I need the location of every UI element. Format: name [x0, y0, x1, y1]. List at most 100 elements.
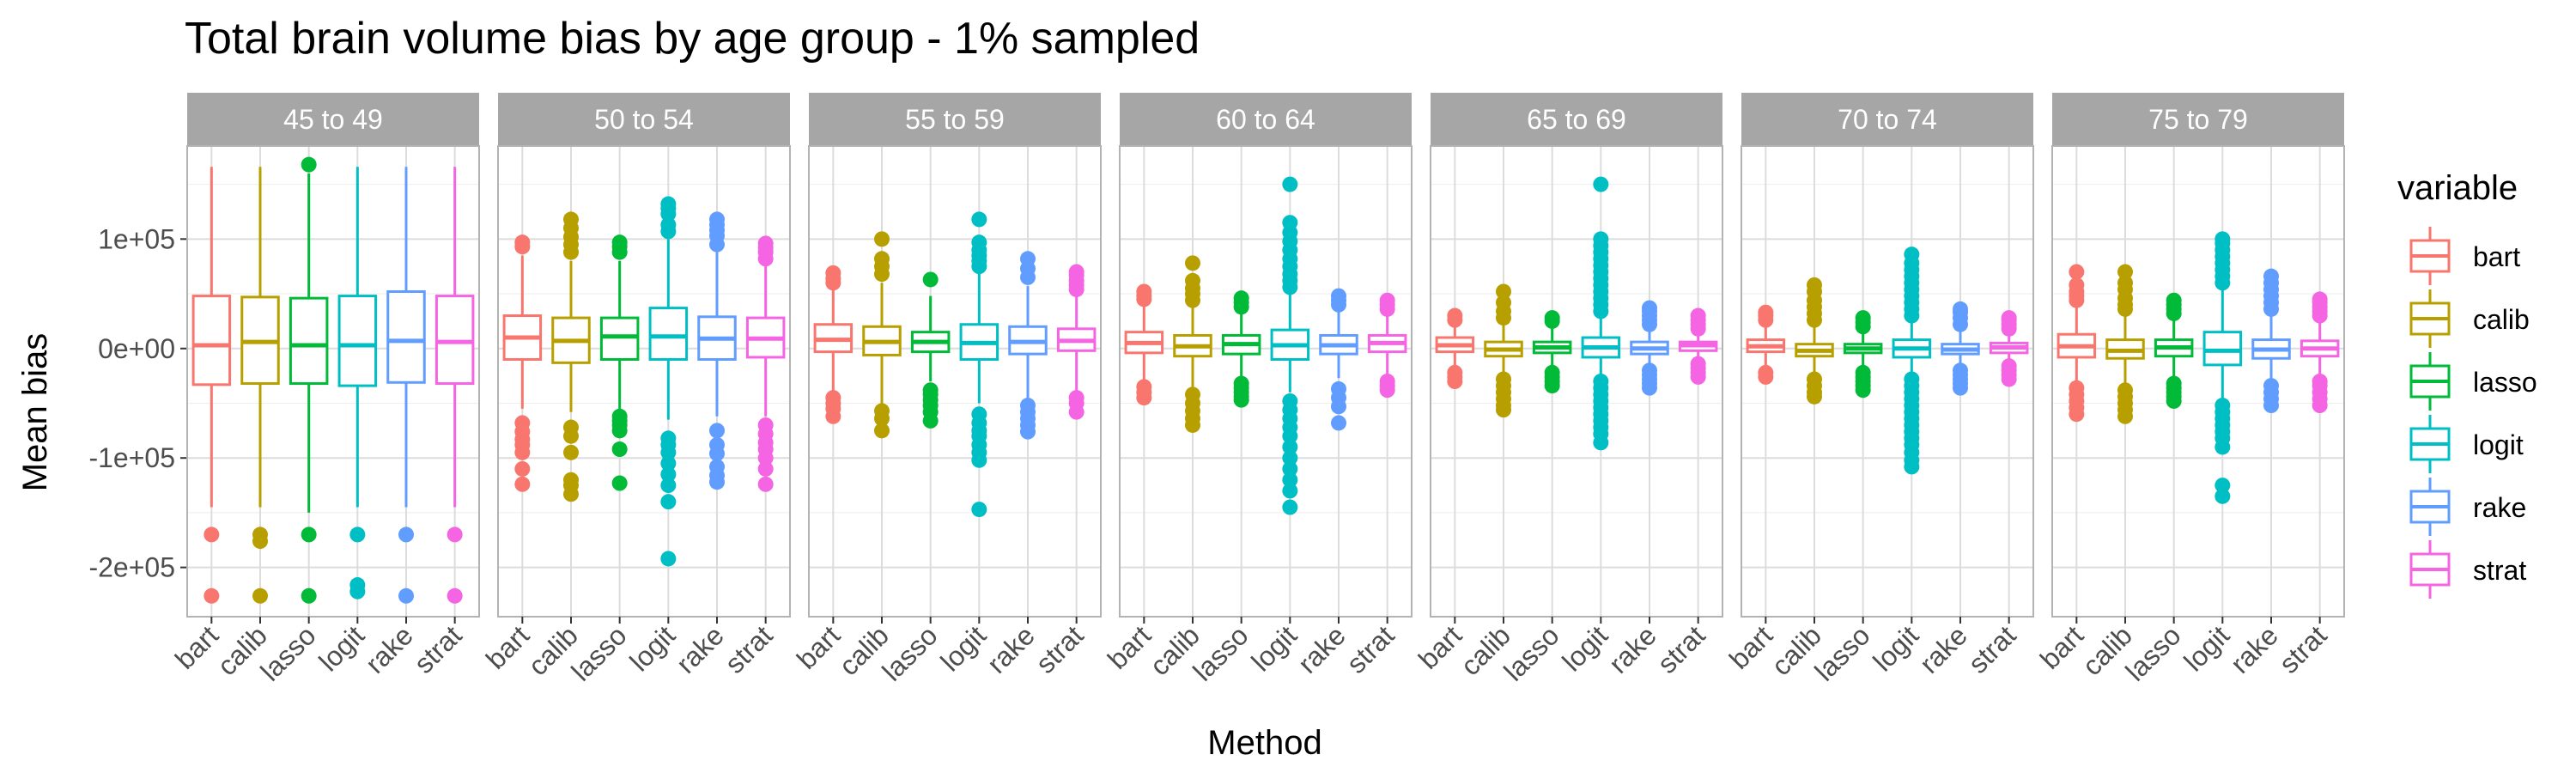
outlier-point — [1136, 390, 1152, 406]
x-axis-title: Method — [1207, 724, 1321, 762]
outlier-point — [1282, 472, 1298, 488]
x-tick-label: bart — [480, 619, 536, 675]
outlier-point — [825, 265, 841, 281]
box-lasso — [1221, 290, 1261, 408]
outlier-point — [971, 452, 987, 468]
outlier-point — [1593, 231, 1609, 247]
box-iqr — [337, 295, 378, 387]
outlier-point — [1068, 404, 1084, 420]
x-tick-label: lasso — [254, 619, 321, 686]
x-tick-label: logit — [313, 619, 370, 677]
x-tick-label: lasso — [876, 619, 943, 686]
outlier-point — [2215, 231, 2231, 247]
facet-strip-label: 55 to 59 — [905, 104, 1005, 135]
box-rake — [386, 167, 426, 604]
box-lasso — [1843, 310, 1883, 399]
outlier-point — [1642, 300, 1657, 316]
box-strat — [1056, 264, 1097, 420]
outlier-point — [2166, 292, 2182, 308]
outlier-point — [2263, 268, 2279, 284]
outlier-point — [660, 196, 677, 212]
outlier-point — [447, 526, 463, 543]
box-bart — [813, 265, 854, 424]
panel-background — [498, 146, 790, 617]
outlier-point — [709, 423, 725, 439]
outlier-point — [1233, 290, 1249, 307]
legend-label: lasso — [2473, 367, 2537, 398]
facet-strip-label: 75 to 79 — [2148, 104, 2248, 135]
outlier-point — [874, 423, 890, 439]
outlier-point — [1282, 460, 1298, 477]
facet-strip — [2052, 93, 2344, 146]
box-iqr — [289, 296, 329, 386]
outlier-point — [709, 474, 725, 490]
outlier-point — [1953, 301, 1968, 317]
box-iqr — [434, 295, 475, 386]
panel-background — [2052, 146, 2344, 617]
outlier-point — [1136, 283, 1152, 300]
outlier-point — [660, 216, 677, 233]
box-lasso — [289, 156, 329, 604]
y-axis: -2e+05 -1e+05 0e+00 1e+05 — [88, 223, 187, 583]
box-calib — [1173, 255, 1212, 433]
outlier-point — [611, 441, 628, 458]
x-tick-label: bart — [791, 619, 847, 675]
outlier-point — [1544, 378, 1560, 394]
y-tick-label: -1e+05 — [88, 442, 175, 473]
box-calib — [551, 211, 591, 502]
x-tick-label: rake — [1602, 619, 1662, 679]
box-logit — [1892, 247, 1932, 475]
outlier-point — [1855, 382, 1871, 399]
outlier-point — [514, 476, 531, 492]
outlier-point — [349, 583, 366, 600]
box-bart — [502, 234, 543, 492]
x-tick-label: strat — [408, 619, 468, 679]
x-tick-label: rake — [359, 619, 418, 679]
outlier-point — [1282, 215, 1298, 231]
legend-entry-calib: calib — [2409, 289, 2530, 348]
outlier-point — [874, 231, 890, 247]
outlier-point — [204, 526, 220, 543]
outlier-point — [1593, 176, 1609, 192]
facet-strip-label: 65 to 69 — [1527, 104, 1626, 135]
outlier-point — [874, 251, 890, 267]
x-tick-label: strat — [1962, 619, 2022, 679]
outlier-point — [2215, 488, 2231, 504]
outlier-point — [1758, 304, 1774, 320]
outlier-point — [2312, 398, 2328, 414]
facet-strip-label: 50 to 54 — [594, 104, 694, 135]
legend-entry-bart: bart — [2409, 227, 2520, 285]
panel-border — [2051, 145, 2345, 618]
facet-strip-label: 70 to 74 — [1838, 104, 1937, 135]
outlier-point — [1642, 380, 1657, 396]
chart-title: Total brain volume bias by age group - 1… — [185, 14, 1200, 64]
panel-background — [1741, 146, 2033, 617]
outlier-point — [252, 533, 268, 550]
outlier-point — [1544, 310, 1560, 326]
outlier-point — [2001, 310, 2017, 326]
outlier-point — [2166, 393, 2182, 409]
outlier-point — [660, 466, 677, 483]
outlier-point — [874, 411, 890, 427]
outlier-point — [1807, 277, 1822, 293]
box-bart — [1124, 283, 1164, 406]
outlier-point — [1447, 307, 1463, 324]
x-tick-label: lasso — [2119, 619, 2186, 686]
outlier-point — [971, 234, 987, 251]
outlier-point — [514, 444, 531, 460]
outlier-point — [514, 460, 531, 477]
legend-label: logit — [2473, 429, 2524, 460]
outlier-point — [1379, 382, 1395, 399]
box-lasso — [1532, 310, 1572, 394]
legend-label: rake — [2473, 492, 2526, 523]
box-bart — [1435, 307, 1475, 389]
outlier-point — [2001, 371, 2017, 387]
x-tick-label: lasso — [1187, 619, 1254, 686]
outlier-point — [563, 428, 579, 444]
outlier-point — [1496, 402, 1511, 418]
x-tick-label: bart — [1723, 619, 1779, 675]
x-tick-label: strat — [719, 619, 779, 679]
